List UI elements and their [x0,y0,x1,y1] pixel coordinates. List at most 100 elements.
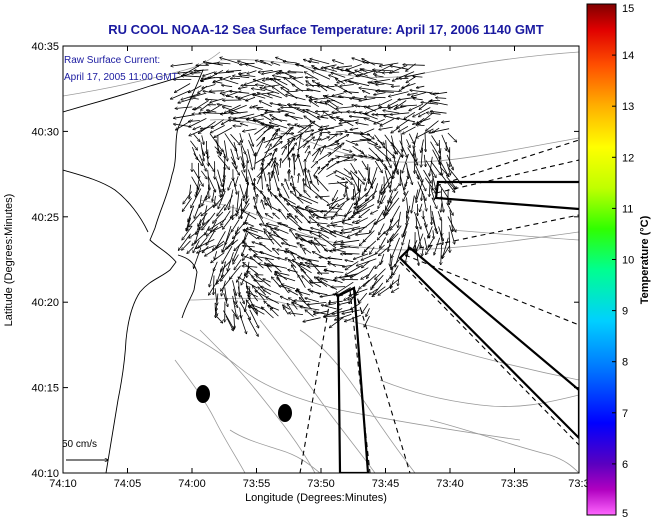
current-vector [239,184,244,198]
current-vector [277,278,290,294]
current-vector [223,293,228,306]
current-vector [282,184,290,199]
current-vector [372,286,386,297]
current-vector [313,139,321,141]
current-vector [437,210,441,220]
current-vector [193,92,207,97]
current-vector [288,138,294,147]
current-vector [345,183,348,200]
current-vector [430,168,436,190]
current-vector [341,254,353,255]
current-vector [272,137,282,149]
current-vector [297,121,315,134]
current-vector [174,124,192,128]
current-vector [192,133,200,142]
current-vector [294,104,311,107]
current-vector [328,264,344,267]
current-vector [233,76,250,79]
current-vector [428,226,433,238]
current-vector [283,61,297,64]
current-vector [257,194,258,204]
current-vector [393,162,398,173]
current-vector [406,139,411,147]
current-vector [233,204,234,220]
current-vector [424,154,425,167]
current-vector [331,218,352,223]
current-vector [249,286,250,297]
current-vector [350,267,369,278]
current-vector [249,309,259,328]
current-vector [213,225,224,231]
current-vector [242,266,258,267]
current-vector [311,240,321,254]
current-vector [447,132,457,142]
current-vector [273,248,280,256]
colorbar-tick-label: 14 [622,50,634,62]
current-vector [376,84,385,85]
x-tick-label: 74:05 [114,478,142,490]
legend-line-1: Raw Surface Current: [64,55,160,66]
current-vector [374,64,393,74]
current-vector [449,224,455,244]
current-vector [255,275,264,276]
current-vector [413,99,423,100]
current-vector [308,222,328,225]
current-vector [325,303,336,306]
current-vector [338,198,351,207]
current-vector [220,78,239,85]
current-vector [265,214,274,219]
current-vector [298,155,305,176]
current-vector [343,160,357,161]
current-vector [225,195,233,210]
current-vector [261,115,272,121]
current-vector [299,195,319,204]
current-vector [342,148,352,152]
current-vector [246,96,256,101]
corridor-north [434,180,579,211]
current-vector [347,69,359,77]
current-vector [324,315,338,318]
current-vector [213,81,223,84]
current-vector [427,113,441,115]
current-vector [319,146,325,155]
current-vector [306,206,321,212]
current-vector [314,310,329,315]
current-vector [358,75,377,81]
current-vector [371,278,378,290]
current-vector [189,211,202,227]
current-vector [288,72,304,73]
current-vector [403,190,409,202]
colorbar-tick-label: 6 [622,459,628,471]
current-vector [262,307,274,319]
x-tick-label: 73:50 [307,478,335,490]
current-vector [244,267,250,275]
current-vector [304,146,310,154]
current-vector [416,233,424,252]
current-vector [304,184,322,198]
current-vector [245,64,263,70]
current-vector [240,75,256,77]
current-vector [212,190,215,201]
current-vector [216,231,226,248]
current-vector [414,153,415,173]
current-vector [390,218,400,230]
current-vector [217,182,221,197]
current-vector [359,88,378,91]
current-vector [385,156,392,168]
current-vector [289,171,290,182]
current-vector [363,91,371,95]
current-vector [214,307,217,315]
current-vector [207,153,208,166]
current-vector [342,223,353,226]
colorbar-tick-label: 8 [622,357,628,369]
current-vector [379,62,399,66]
current-vector [329,316,344,328]
current-vector [224,140,227,161]
current-vector [239,314,246,334]
colorbar-label: Temperature (°C) [639,215,651,304]
current-vector [241,163,245,172]
current-vector [299,229,321,234]
current-vector [349,288,368,296]
current-vector [383,110,400,114]
current-vector [430,160,441,175]
